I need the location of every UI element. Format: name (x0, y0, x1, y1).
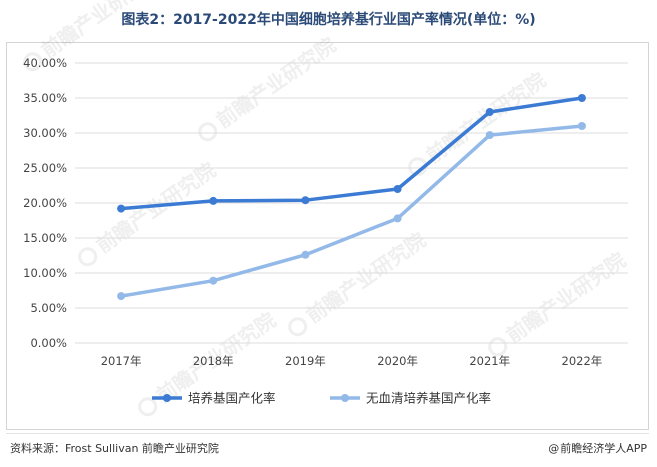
data-point (485, 131, 494, 140)
watermark-logo-icon (488, 337, 508, 357)
x-tick-label: 2017年 (101, 354, 142, 368)
y-tick-label: 5.00% (30, 301, 67, 315)
chart-title: 图表2：2017-2022年中国细胞培养基行业国产率情况(单位：%) (121, 12, 536, 28)
watermark-logo-icon (288, 317, 308, 337)
x-axis-ticks: 2017年 2018年 2019年 2020年 2021年 2022年 (101, 354, 603, 368)
legend-item: 培养基国产化率 (152, 391, 276, 406)
series-layer (117, 94, 586, 301)
data-point (577, 94, 586, 102)
data-point (301, 196, 310, 205)
watermark: 前瞻产业研究院 (288, 228, 430, 337)
watermark-text: 前瞻产业研究院 (502, 248, 630, 348)
series-line (119, 96, 584, 211)
legend-marker (341, 394, 349, 402)
grid-layer (75, 62, 628, 344)
credit-text: 前瞻经济学人APP (560, 442, 647, 455)
y-tick-label: 10.00% (23, 266, 67, 280)
data-point (301, 250, 310, 259)
series-line (119, 124, 584, 298)
watermark-logo-icon (78, 247, 98, 267)
data-point (577, 122, 586, 130)
legend-item: 无血清培养基国产化率 (330, 391, 491, 406)
legend: 培养基国产化率 无血清培养基国产化率 (152, 391, 491, 406)
x-tick-label: 2019年 (285, 354, 326, 368)
legend-label: 培养基国产化率 (188, 391, 276, 406)
watermark: 前瞻产业研究院 (78, 158, 220, 267)
watermark: 前瞻产业研究院 (198, 33, 340, 142)
watermark-text: 前瞻产业研究院 (92, 158, 220, 258)
x-tick-label: 2021年 (469, 354, 510, 368)
x-tick-label: 2022年 (562, 354, 603, 368)
chart-frame (6, 42, 649, 430)
data-point (117, 292, 126, 301)
data-point (393, 185, 402, 193)
y-tick-label: 25.00% (23, 161, 67, 175)
y-axis-ticks: 0.00% 5.00% 10.00% 15.00% 20.00% 25.00% 30.00%… (23, 56, 67, 350)
series-2 (117, 122, 586, 301)
legend-label: 无血清培养基国产化率 (366, 391, 491, 406)
data-point (393, 214, 402, 223)
y-tick-label: 40.00% (23, 56, 67, 70)
watermark-logo-icon (198, 122, 218, 142)
watermark-logo-icon (23, 52, 43, 72)
y-tick-label: 20.00% (23, 196, 67, 210)
watermark-text: 前瞻产业研究院 (37, 0, 165, 63)
credit: @前瞻经济学人APP (548, 440, 647, 456)
data-point (209, 276, 218, 285)
data-point (117, 204, 126, 213)
footer-divider (6, 433, 649, 434)
at-icon: @ (548, 442, 560, 455)
watermark-logo-icon (408, 157, 428, 177)
series-1 (117, 94, 586, 213)
source-note: 资料来源：Frost Sullivan 前瞻产业研究院 (10, 442, 219, 455)
y-tick-label: 15.00% (23, 231, 67, 245)
watermark-text: 前瞻产业研究院 (302, 228, 430, 328)
data-point (209, 196, 218, 205)
watermark-text: 前瞻产业研究院 (212, 33, 340, 133)
legend-marker (163, 394, 171, 402)
watermark-logo-icon (138, 397, 158, 417)
x-tick-label: 2020年 (377, 354, 418, 368)
data-point (485, 108, 494, 116)
y-tick-label: 30.00% (23, 126, 67, 140)
x-tick-label: 2018年 (193, 354, 234, 368)
y-tick-label: 35.00% (23, 91, 67, 105)
y-tick-label: 0.00% (30, 336, 67, 350)
